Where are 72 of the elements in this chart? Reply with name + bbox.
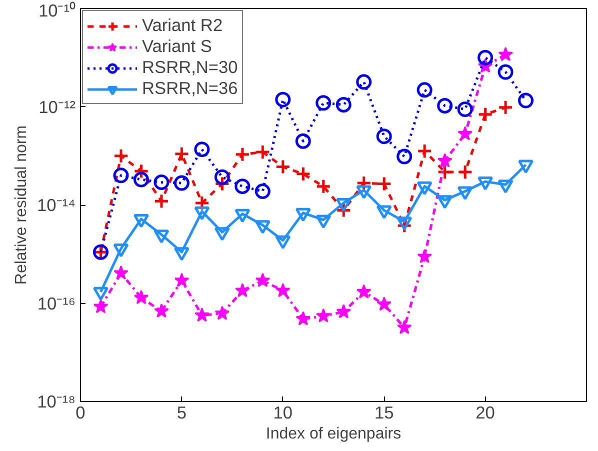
point	[194, 307, 210, 322]
point	[194, 195, 210, 211]
y-tick-label: 10⁻¹²	[38, 96, 76, 117]
legend-label: Variant S	[142, 36, 212, 57]
point	[113, 148, 129, 164]
y-tick-label: 10⁻¹⁸	[37, 392, 76, 412]
y-tick-label: 10⁻¹⁶	[37, 293, 76, 314]
point	[174, 175, 190, 191]
point	[174, 272, 190, 287]
point	[254, 144, 270, 160]
point	[113, 168, 129, 184]
point	[518, 92, 534, 108]
y-tick-label: 10⁻¹⁰	[38, 0, 76, 20]
point	[316, 178, 332, 194]
point	[478, 50, 494, 66]
point	[275, 282, 290, 298]
y-axis-title: Relative residual norm	[13, 125, 30, 285]
point	[498, 64, 514, 80]
point	[254, 184, 270, 200]
point	[356, 74, 372, 90]
point	[296, 311, 311, 326]
point	[114, 265, 128, 280]
point	[214, 306, 230, 320]
point	[376, 128, 392, 144]
point	[154, 193, 170, 209]
point	[133, 163, 149, 179]
point	[154, 303, 169, 318]
x-tick-label: 0	[76, 402, 86, 422]
x-axis-title: Index of eigenpairs	[266, 426, 402, 442]
point	[396, 320, 412, 334]
point	[457, 102, 473, 117]
point	[316, 308, 331, 322]
point	[417, 248, 432, 264]
point	[316, 95, 332, 111]
point	[437, 153, 452, 168]
point	[295, 133, 311, 149]
point	[396, 148, 412, 164]
point	[336, 304, 352, 318]
point	[416, 143, 432, 159]
point	[498, 46, 513, 62]
point	[194, 142, 210, 158]
point	[275, 92, 291, 108]
legend-label: RSRR,N=36	[142, 78, 238, 99]
point	[457, 164, 473, 180]
point	[376, 176, 392, 192]
point	[336, 96, 352, 112]
point	[478, 106, 494, 122]
point	[437, 98, 453, 114]
x-tick-label: 5	[176, 402, 187, 422]
y-tick-label: 10⁻¹⁴	[37, 195, 76, 215]
point	[234, 178, 250, 194]
point	[93, 298, 108, 314]
point	[376, 296, 392, 311]
legend-label: RSRR,N=30	[142, 57, 238, 78]
point	[154, 174, 170, 190]
point	[416, 82, 432, 98]
point	[234, 146, 250, 162]
point	[133, 172, 149, 188]
point	[295, 166, 311, 182]
point	[498, 100, 514, 116]
point	[255, 272, 270, 287]
x-tick-label: 10	[273, 402, 293, 422]
point	[275, 159, 291, 175]
point	[214, 169, 230, 185]
point	[134, 290, 149, 304]
point	[174, 146, 190, 162]
point	[356, 284, 372, 298]
x-tick-label: 15	[374, 402, 394, 422]
legend-label: Variant R2	[142, 15, 223, 36]
point	[458, 126, 472, 140]
x-tick-label: 20	[476, 402, 495, 422]
point	[235, 282, 250, 298]
